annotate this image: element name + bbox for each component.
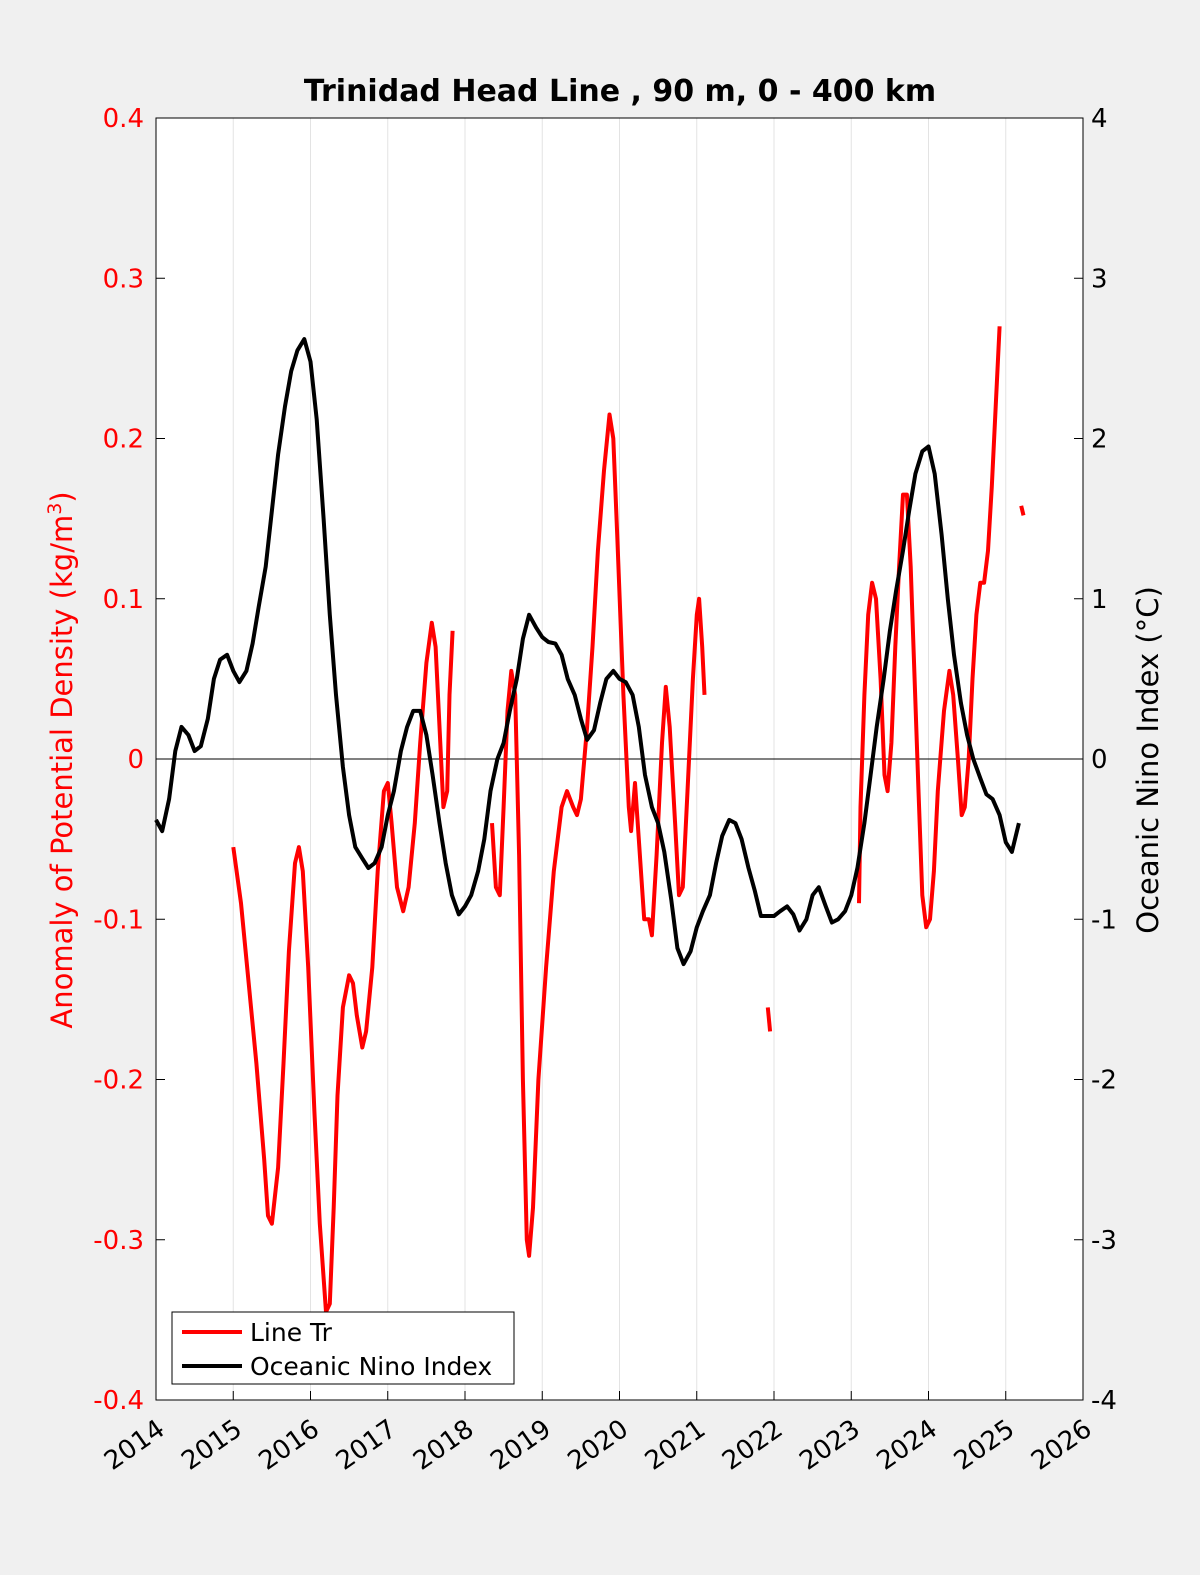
left-y-tick-label: 0.2	[103, 425, 144, 455]
x-tick-label: 2024	[872, 1414, 943, 1477]
left-y-tick-label: -0.1	[93, 905, 144, 935]
legend-label-oni: Oceanic Nino Index	[250, 1352, 492, 1381]
right-y-tick-label: -4	[1091, 1386, 1117, 1416]
right-y-tick-label: 3	[1091, 264, 1108, 294]
legend: Line Tr Oceanic Nino Index	[171, 1311, 515, 1385]
right-y-tick-label: 0	[1091, 745, 1108, 775]
x-tick-label: 2020	[563, 1414, 634, 1477]
x-tick-label: 2015	[176, 1414, 247, 1477]
series-line-tr-segment-3	[857, 326, 1002, 930]
left-y-tick-label: 0.3	[103, 264, 144, 294]
left-y-tick-label: -0.3	[93, 1226, 144, 1256]
series-line-tr-segment-1	[490, 412, 707, 1258]
left-y-tick-label: 0.1	[103, 585, 144, 615]
x-tick-label: 2014	[99, 1414, 170, 1477]
x-tick-label: 2021	[640, 1414, 711, 1477]
x-tick-label: 2022	[717, 1414, 788, 1477]
right-y-tick-label: -2	[1091, 1066, 1117, 1096]
x-tick-label: 2023	[794, 1414, 865, 1477]
x-tick-label: 2025	[949, 1414, 1020, 1477]
left-y-tick-label: -0.2	[93, 1066, 144, 1096]
left-y-tick-label: -0.4	[93, 1386, 144, 1416]
legend-label-line-tr: Line Tr	[250, 1318, 333, 1347]
right-y-tick-label: -3	[1091, 1226, 1117, 1256]
left-y-tick-label: 0	[127, 745, 144, 775]
series-line-tr-segment-4	[1019, 505, 1026, 516]
right-y-tick-label: 1	[1091, 585, 1108, 615]
left-y-tick-label: 0.4	[103, 104, 144, 134]
x-tick-label: 2017	[331, 1414, 402, 1477]
right-y-tick-label: 2	[1091, 425, 1108, 455]
legend-box	[171, 1311, 515, 1385]
series-layer	[154, 326, 1026, 1314]
x-tick-label: 2026	[1026, 1414, 1097, 1477]
chart-title: Trinidad Head Line , 90 m, 0 - 400 km	[304, 74, 936, 109]
x-tick-label: 2019	[485, 1414, 556, 1477]
left-axis-label: Anomaly of Potential Density (kg/m3)	[44, 491, 79, 1028]
right-y-tick-label: -1	[1091, 905, 1117, 935]
right-y-tick-label: 4	[1091, 104, 1108, 134]
series-oceanic-nino-index-segment-0	[154, 337, 1021, 967]
series-line-tr-segment-2	[765, 1007, 773, 1032]
series-line-tr-segment-0	[231, 620, 455, 1314]
x-tick-label: 2016	[254, 1414, 325, 1477]
right-axis-label: Oceanic Nino Index (°C)	[1131, 586, 1165, 934]
x-tick-label: 2018	[408, 1414, 479, 1477]
